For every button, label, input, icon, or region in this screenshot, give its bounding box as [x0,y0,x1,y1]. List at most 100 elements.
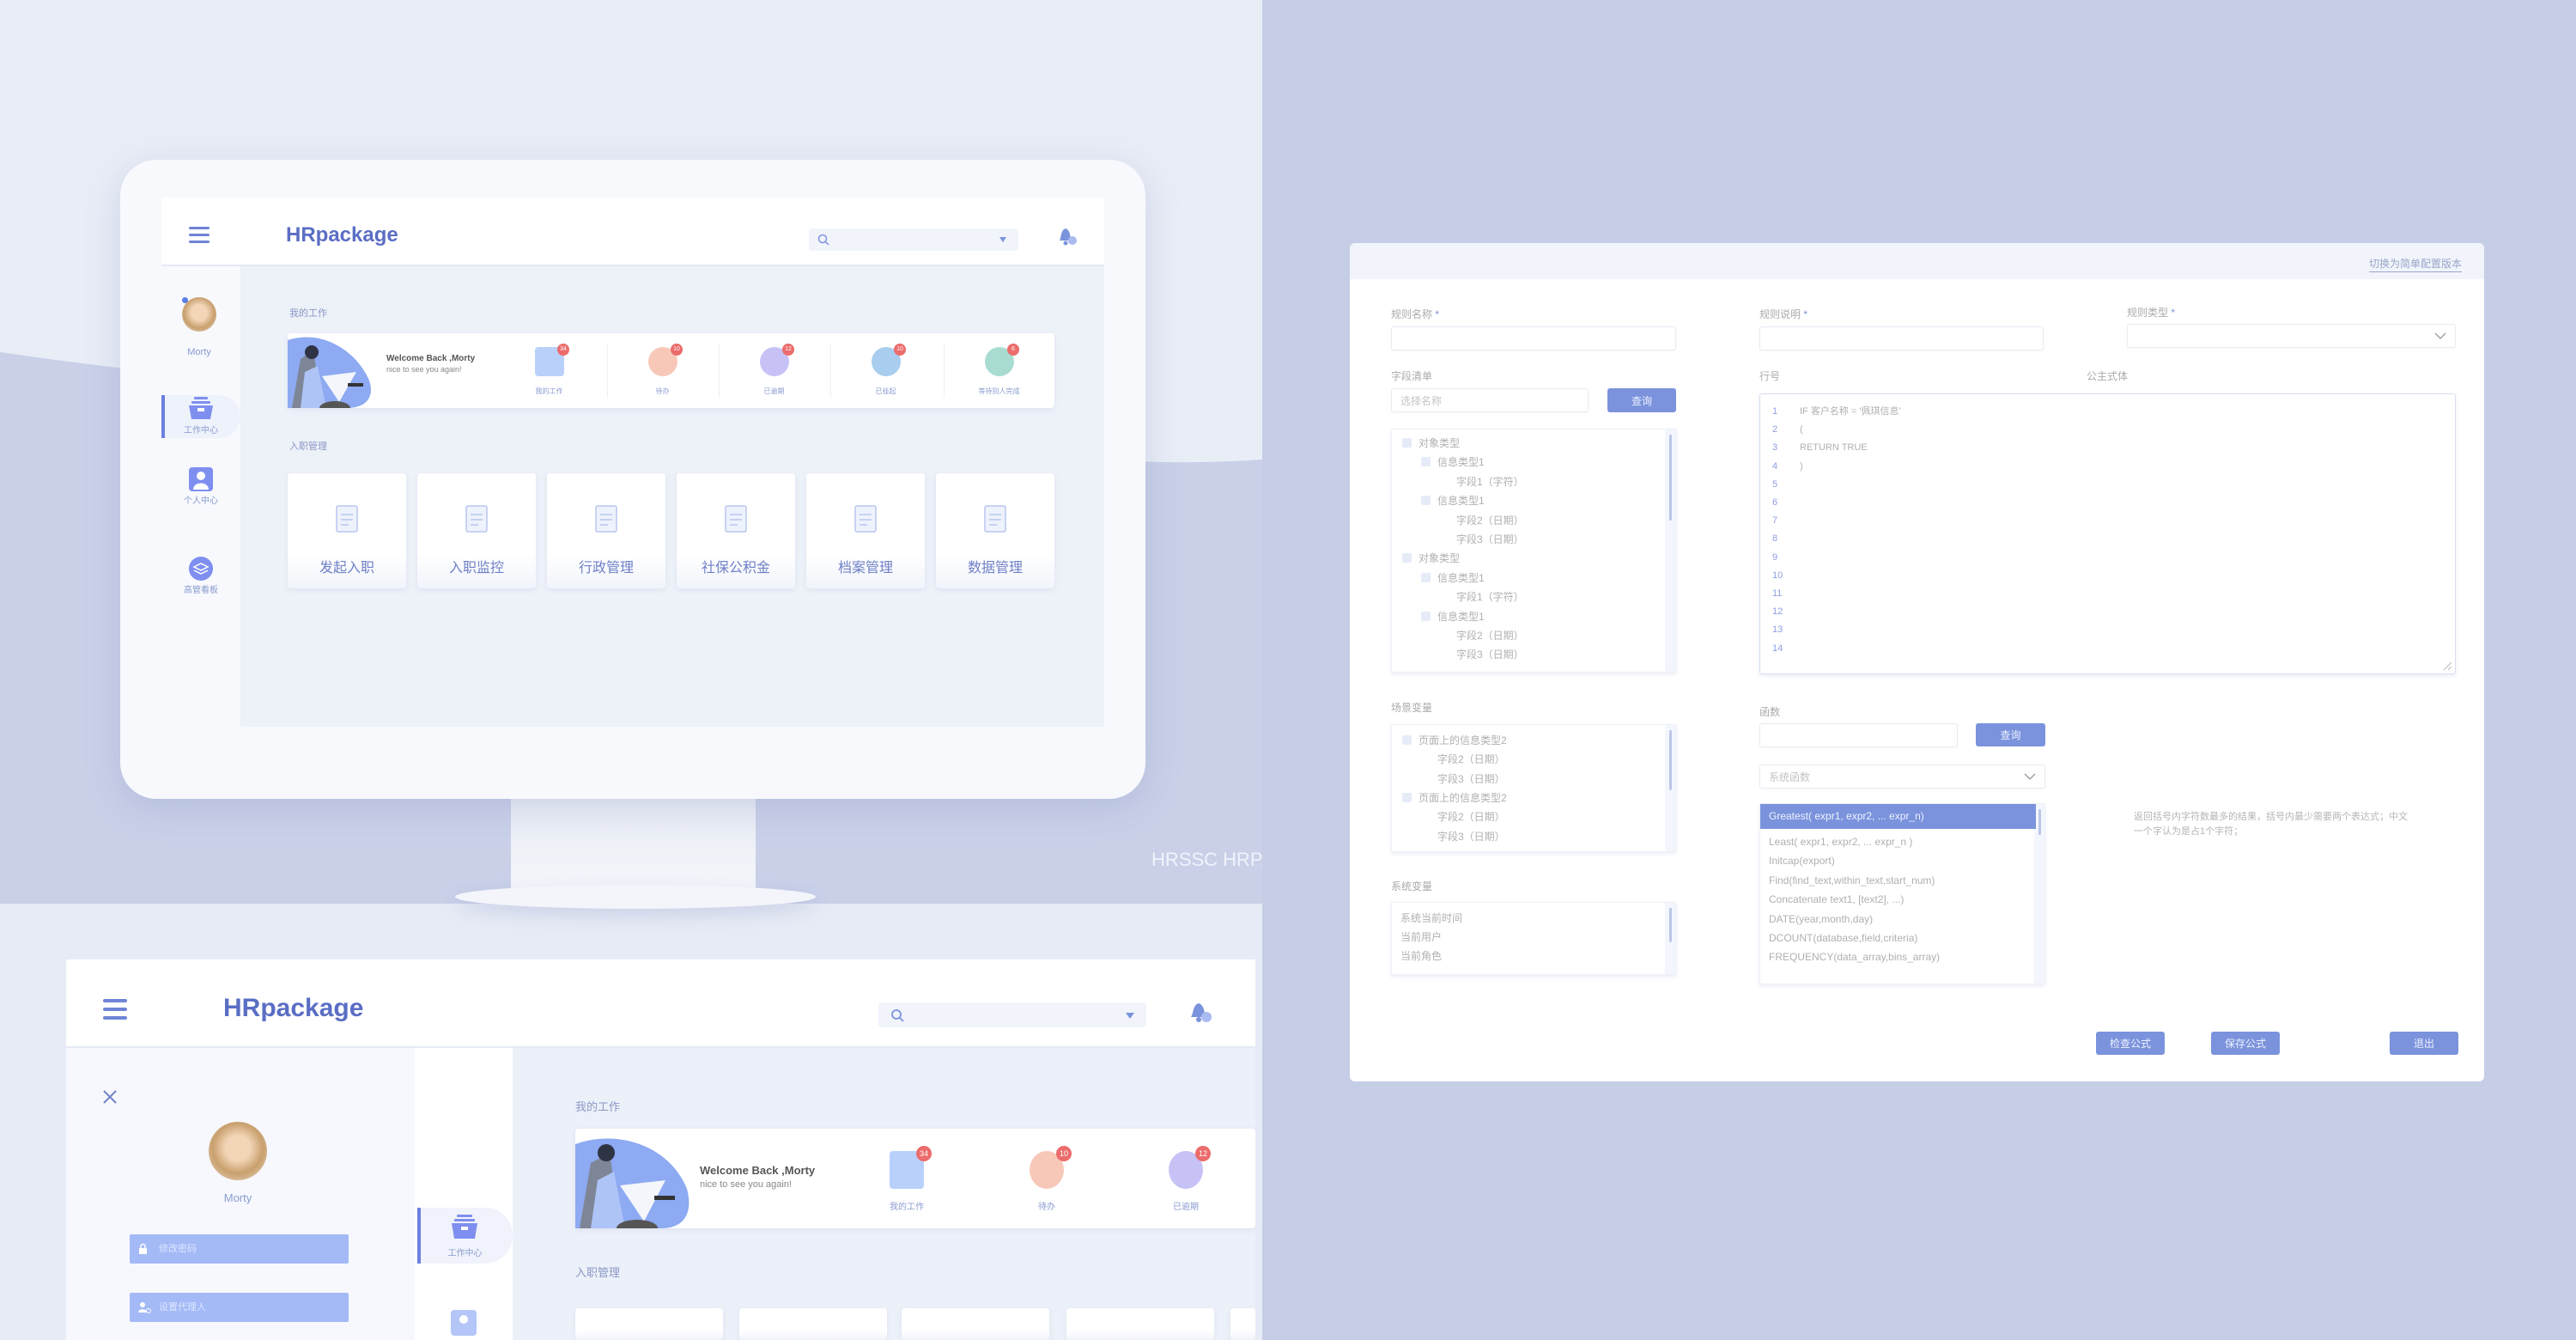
tree-node[interactable]: 信息类型1 [1421,571,1485,585]
resize-handle-icon[interactable] [2442,661,2452,671]
monitor-stand [511,799,756,893]
function-item[interactable]: Least( expr1, expr2, ... expr_n ) [1769,836,1913,848]
checkbox[interactable] [1402,438,1412,448]
module-card[interactable] [902,1308,1049,1340]
change-password-button[interactable]: 修改密码 [130,1234,349,1264]
function-item[interactable]: DATE(year,month,day) [1769,912,1874,925]
module-card[interactable] [1066,1308,1214,1340]
stat-todo-list[interactable]: 10 待办 [607,333,718,408]
umbrella-icon [719,501,753,535]
stat-pause[interactable]: 10 已挂起 [830,333,941,408]
tree-node[interactable]: 字段3（日期） [1437,830,1505,844]
line-number: 13 [1772,624,1783,636]
rule-type-select[interactable] [2127,324,2456,348]
formula-editor[interactable]: 1 2 3 4 5 6 7 8 9 10 11 12 13 14 IF 客户名称 = '佩琪信息'(RETU… [1759,393,2456,674]
system-var-item[interactable]: 当前角色 [1400,950,1443,962]
function-item[interactable]: Initcap(export) [1769,855,1835,868]
welcome-card: Welcome Back ,Morty nice to see you agai… [575,1129,1255,1228]
function-search-input[interactable] [1759,723,1958,747]
tree-node[interactable]: 页面上的信息类型2 [1402,791,1507,805]
switch-simple-mode-link[interactable]: 切换为简单配置版本 [2368,256,2462,272]
scrollbar[interactable] [1665,903,1675,974]
tree-node[interactable]: 对象类型 [1402,436,1460,450]
function-query-button[interactable]: 查询 [1976,723,2045,746]
search-input[interactable] [809,228,1018,251]
avatar[interactable] [182,297,216,332]
checkbox[interactable] [1402,792,1412,802]
field-query-button[interactable]: 查询 [1607,388,1676,412]
checkbox[interactable] [1421,496,1431,506]
code-line[interactable]: ( [1800,424,1803,436]
module-card[interactable] [575,1308,723,1340]
save-formula-button[interactable]: 保存公式 [2211,1032,2280,1055]
tree-node[interactable]: 字段3（日期） [1456,648,1524,661]
set-agent-button[interactable]: 设置代理人 [130,1293,349,1322]
tree-node[interactable]: 字段1（字符） [1456,590,1524,604]
system-var-item[interactable]: 系统当前时间 [1400,912,1463,924]
module-card[interactable] [1230,1308,1255,1340]
tree-node[interactable]: 字段2（日期） [1456,629,1524,643]
checkbox[interactable] [1402,735,1412,745]
sidebar-item[interactable]: 个人中心 [161,466,240,509]
rule-name-input[interactable] [1391,326,1676,350]
tree-node[interactable]: 对象类型 [1402,551,1460,565]
scrollbar[interactable] [2034,804,2044,984]
avatar[interactable] [209,1122,267,1180]
scrollbar[interactable] [1665,725,1675,851]
function-item[interactable]: DCOUNT(database,field,criteria) [1769,932,1918,944]
function-item-selected[interactable]: Greatest( expr1, expr2, ... expr_n) [1760,804,2036,829]
tree-node[interactable]: 字段2（日期） [1456,514,1524,527]
sidebar-item[interactable]: 高管看板 [161,555,240,598]
person-icon[interactable] [451,1310,477,1336]
checkbox[interactable] [1421,457,1431,467]
stat-calendar-overdue[interactable]: 12 已逾期 [719,333,829,408]
stat-hourglass[interactable]: 6 等待别人完成 [944,333,1054,408]
stat-item[interactable]: 34 我的工作 [855,1129,958,1228]
checkbox[interactable] [1421,611,1431,621]
function-item[interactable]: Find(find_text,within_text,start_num) [1769,874,1935,886]
tree-node[interactable]: 字段3（日期） [1456,533,1524,546]
tree-node[interactable]: 信息类型1 [1421,494,1485,508]
close-icon[interactable] [102,1089,118,1105]
module-card[interactable]: 行政管理 [547,473,665,588]
checkbox[interactable] [1402,553,1412,563]
tree-node[interactable]: 字段2（日期） [1437,810,1505,824]
hamburger-menu-icon[interactable] [103,999,127,1020]
checkbox[interactable] [1421,572,1431,582]
code-line[interactable]: ) [1800,460,1803,472]
tree-node[interactable]: 信息类型1 [1421,610,1485,624]
system-var-item[interactable]: 当前用户 [1400,931,1443,943]
chevron-down-icon[interactable] [1126,1013,1134,1019]
stat-item[interactable]: 10 待办 [995,1129,1098,1228]
bell-icon[interactable] [1188,999,1213,1025]
code-line[interactable]: RETURN TRUE [1800,442,1868,454]
function-category-select[interactable]: 系统函数 [1759,764,2045,789]
bell-icon[interactable] [1056,225,1078,247]
code-line[interactable]: IF 客户名称 = '佩琪信息' [1800,406,1901,417]
module-card[interactable]: 发起入职 [288,473,406,588]
stat-item[interactable]: 12 已逾期 [1134,1129,1237,1228]
tree-node[interactable]: 字段3（日期） [1437,772,1505,786]
field-search-input[interactable]: 选择名称 [1391,388,1589,412]
stat-person-card[interactable]: 34 我的工作 [494,333,605,408]
sidebar-item[interactable]: 工作中心 [161,395,240,438]
function-item[interactable]: FREQUENCY(data_array,bins_array) [1769,951,1941,964]
module-card[interactable]: 档案管理 [806,473,925,588]
rule-desc-input[interactable] [1759,326,2044,350]
sidebar-item-work-center[interactable]: 工作中心 [417,1208,513,1264]
tree-node[interactable]: 页面上的信息类型2 [1402,734,1507,747]
module-card[interactable]: 社保公积金 [677,473,795,588]
scrollbar[interactable] [1665,429,1675,672]
module-card[interactable]: 入职监控 [417,473,536,588]
tree-node[interactable]: 字段2（日期） [1437,752,1505,766]
search-input[interactable] [878,1002,1146,1027]
hamburger-menu-icon[interactable] [189,227,210,243]
tree-node[interactable]: 信息类型1 [1421,455,1485,469]
module-card[interactable] [739,1308,887,1340]
chevron-down-icon[interactable] [999,237,1006,242]
module-card[interactable]: 数据管理 [936,473,1054,588]
check-formula-button[interactable]: 检查公式 [2096,1032,2165,1055]
tree-node[interactable]: 字段1（字符） [1456,475,1524,489]
exit-button[interactable]: 退出 [2390,1032,2458,1055]
function-item[interactable]: Concatenate text1, [text2], ...) [1769,893,1905,906]
